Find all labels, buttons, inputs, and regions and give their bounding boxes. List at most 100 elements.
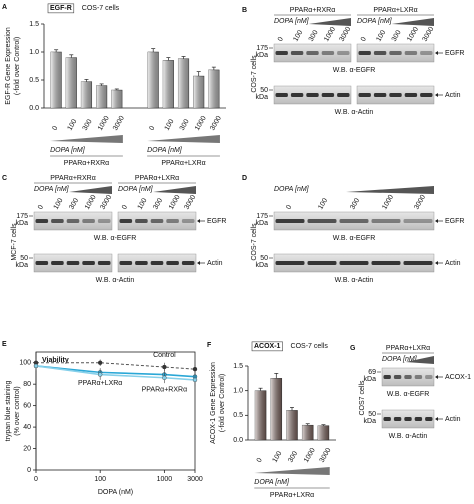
- blot-band: [371, 261, 401, 265]
- lane-label: 0: [121, 204, 129, 211]
- blot-caption: W.B. α-EGFR: [387, 391, 430, 398]
- blot-band: [66, 261, 80, 265]
- blot-band: [404, 375, 412, 379]
- blot-band: [337, 93, 350, 97]
- lane-label: 0: [277, 36, 285, 43]
- x-tick-label: 3000: [112, 115, 126, 132]
- x-tick-label: 100: [67, 118, 79, 132]
- blot-caption: W.B. α-Actin: [335, 109, 374, 116]
- panel-letter: E: [2, 341, 7, 348]
- lane-label: 300: [152, 197, 164, 211]
- marker: [97, 360, 103, 365]
- blot-band: [51, 261, 64, 265]
- band-label: Actin: [445, 416, 461, 423]
- marker: [192, 377, 198, 383]
- panel-letter: D: [242, 175, 247, 182]
- marker: [192, 366, 198, 372]
- marker: [33, 363, 39, 369]
- mw-marker: 50: [20, 255, 28, 262]
- y-axis-label: (-fold over Control): [14, 37, 21, 95]
- blot-band: [339, 219, 369, 223]
- band-arrowhead: [435, 219, 438, 223]
- lane-label: 300: [391, 29, 403, 43]
- x-tick-label: 0: [51, 125, 59, 132]
- dose-label: DOPA [nM]: [147, 147, 183, 154]
- side-label: COS7 cells: [359, 380, 366, 416]
- y-tick-label: 0: [27, 467, 31, 474]
- blot-band: [339, 261, 369, 265]
- band-label: Actin: [445, 260, 461, 267]
- side-label: MCF-7 cells: [11, 223, 18, 261]
- blot-band: [425, 375, 433, 379]
- blot-band: [275, 51, 288, 55]
- band-label: ACOX-1: [445, 374, 471, 381]
- side-label: COS-7 cells: [251, 55, 258, 93]
- dose-label: DOPA [nM]: [357, 18, 393, 25]
- group-label: PPARα+LXRα: [386, 345, 430, 352]
- blot-band: [66, 219, 80, 223]
- blot-band: [82, 261, 95, 265]
- y-tick-label: 0.0: [29, 105, 39, 112]
- blot-band: [373, 93, 387, 97]
- lane-label: 3000: [422, 26, 436, 43]
- x-tick-label: 1000: [194, 115, 208, 132]
- blot-band: [414, 417, 423, 421]
- bar-shade: [178, 58, 189, 108]
- y-tick-label: 60: [23, 402, 31, 409]
- blot-caption: W.B. α-Actin: [335, 277, 374, 284]
- y-tick-label: 0.0: [233, 437, 243, 444]
- lane-label: 1000: [406, 26, 420, 43]
- blot-band: [306, 51, 319, 55]
- dose-label: DOPA [nM]: [274, 18, 310, 25]
- bar-shade: [147, 52, 159, 108]
- bar-shade: [65, 57, 77, 108]
- blot-band: [119, 261, 133, 265]
- band-arrowhead: [435, 51, 438, 55]
- mw-unit: kDa: [16, 220, 29, 227]
- blot-band: [420, 51, 433, 55]
- blot-band: [82, 219, 95, 223]
- bar-shade: [111, 90, 123, 108]
- dose-wedge: [50, 135, 123, 143]
- y-tick-label: 80: [23, 381, 31, 388]
- dose-label: DOPA [nM]: [50, 147, 86, 154]
- y-axis-label: trypan blue staining: [5, 381, 12, 442]
- dose-wedge: [346, 186, 434, 194]
- lane-label: 1000: [168, 194, 182, 211]
- mw-marker: 50: [260, 87, 268, 94]
- band-arrowhead: [197, 219, 200, 223]
- mw-unit: kDa: [256, 52, 269, 59]
- y-tick-label: 1.0: [29, 49, 39, 56]
- bar-shade: [81, 81, 92, 108]
- lane-label: 1000: [323, 26, 337, 43]
- blot-band: [414, 375, 423, 379]
- blot-band: [135, 219, 148, 223]
- dose-label: DOPA [nM]: [274, 186, 310, 193]
- y-tick-label: 1.5: [29, 21, 39, 28]
- blot-band: [181, 219, 195, 223]
- blot-band: [166, 261, 179, 265]
- band-label: EGFR: [445, 218, 464, 225]
- band-arrowhead: [197, 261, 200, 265]
- lane-label: 3000: [413, 194, 427, 211]
- blot-band: [275, 93, 288, 97]
- band-label: EGFR: [207, 218, 226, 225]
- blot-band: [337, 51, 350, 55]
- bar-shade: [193, 76, 205, 108]
- blot-caption: W.B. α-EGFR: [333, 235, 376, 242]
- blot-band: [135, 261, 148, 265]
- panel-letter: C: [2, 175, 7, 182]
- blot-band: [383, 417, 391, 421]
- marker: [162, 375, 167, 380]
- panel-title: Viability: [42, 357, 69, 364]
- band-arrowhead: [435, 93, 438, 97]
- y-tick-label: 1.0: [233, 388, 243, 395]
- blot-band: [97, 261, 111, 265]
- blot-band: [403, 219, 433, 223]
- dose-wedge: [308, 18, 351, 26]
- bar-shade: [317, 425, 329, 440]
- lane-label: 3000: [339, 26, 353, 43]
- dose-wedge: [254, 467, 330, 475]
- blot-caption: W.B. α-Actin: [389, 433, 428, 440]
- dose-label: DOPA [nM]: [118, 186, 154, 193]
